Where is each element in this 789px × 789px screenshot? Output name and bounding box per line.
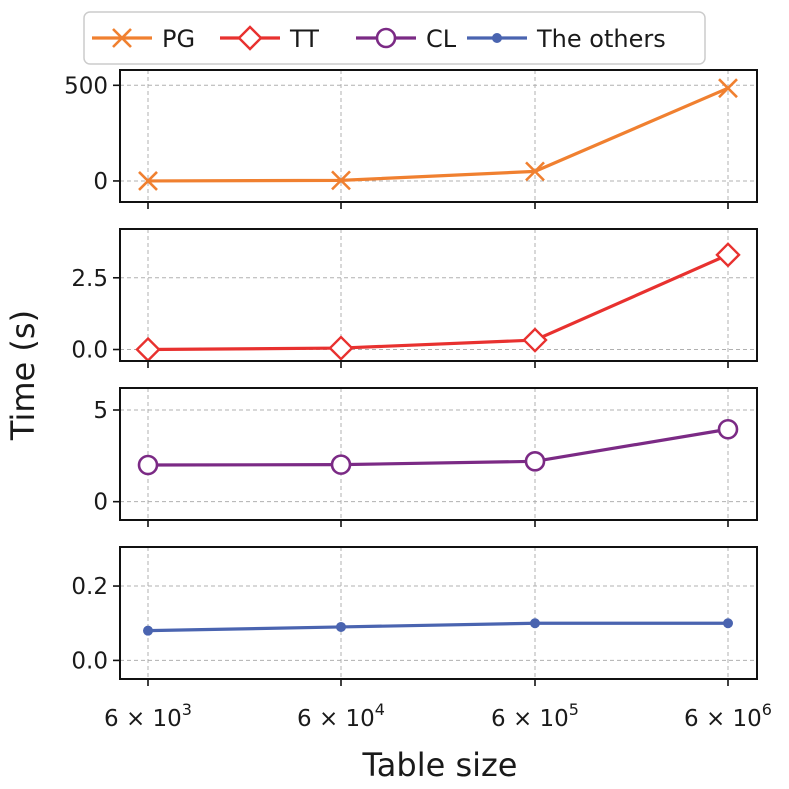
data-point	[330, 454, 352, 475]
legend-label: The others	[536, 25, 666, 53]
data-point	[331, 170, 351, 191]
x-axis: 6 × 103 6 × 104 6 × 105 6 × 106	[104, 700, 772, 732]
y-tick-label: 0.2	[71, 574, 108, 600]
data-point	[522, 327, 548, 353]
panel-the-others: 0.0 0.2	[71, 546, 758, 686]
panel-pg: 0 500	[64, 69, 758, 209]
data-point	[137, 454, 159, 476]
series-line	[147, 253, 729, 352]
series-line	[147, 86, 729, 183]
legend-marker	[492, 33, 502, 43]
y-tick-label: 500	[64, 73, 108, 99]
x-tick-label: 6 × 103	[104, 700, 192, 732]
legend-label: CL	[426, 25, 457, 53]
legend-entry: The others	[467, 25, 666, 53]
y-tick-label: 0	[93, 490, 108, 516]
legend-marker	[237, 25, 263, 51]
data-point	[530, 618, 540, 629]
panel-frame	[119, 387, 758, 521]
panel-frame	[119, 69, 758, 203]
data-point	[525, 161, 545, 182]
y-tick-label: 0.0	[71, 338, 108, 364]
legend-label: TT	[289, 25, 319, 53]
y-tick-label: 2.5	[71, 266, 108, 292]
x-tick-label: 6 × 106	[684, 700, 772, 732]
legend-marker	[112, 28, 132, 48]
data-point	[717, 418, 739, 440]
data-point	[143, 625, 153, 636]
y-tick-label: 0	[93, 169, 108, 195]
legend-label: PG	[162, 25, 195, 53]
panel-cl: 05	[93, 387, 758, 527]
y-tick-label: 0.0	[71, 648, 108, 674]
legend-entry: PG	[92, 25, 195, 53]
data-point	[336, 621, 346, 632]
panel-tt: 0.0 2.5	[71, 228, 758, 368]
legend: PG TT CL The others	[83, 11, 706, 65]
data-point	[138, 171, 158, 191]
y-tick-label: 5	[93, 398, 108, 424]
data-point	[328, 335, 354, 361]
legend-entry: TT	[220, 25, 319, 53]
data-point	[524, 451, 546, 472]
data-point	[723, 618, 733, 629]
legend-entry: CL	[356, 25, 457, 53]
legend-marker	[375, 27, 397, 49]
series-line	[147, 427, 729, 467]
series-line	[147, 621, 728, 633]
data-point	[718, 78, 738, 99]
x-axis-title: Table size	[362, 746, 518, 784]
x-tick-label: 6 × 104	[297, 700, 385, 732]
data-point	[715, 242, 741, 268]
panel-frame	[119, 228, 758, 362]
y-axis-title: Time (s)	[4, 310, 42, 441]
panel-frame	[119, 546, 758, 680]
data-point	[135, 336, 161, 363]
x-tick-label: 6 × 105	[491, 700, 579, 732]
